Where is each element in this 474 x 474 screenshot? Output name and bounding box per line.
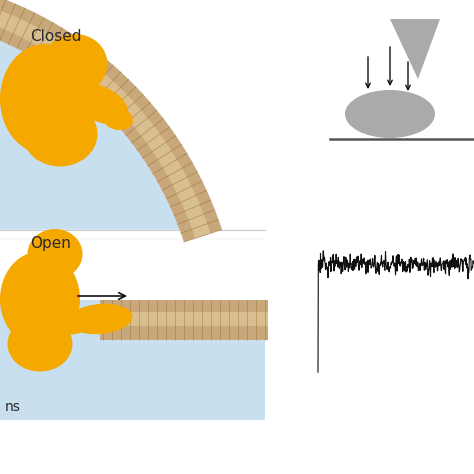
- Text: Open: Open: [30, 236, 71, 251]
- Bar: [100, 300, 268, 340]
- Ellipse shape: [345, 90, 435, 138]
- Ellipse shape: [22, 101, 98, 166]
- Ellipse shape: [103, 108, 133, 130]
- Ellipse shape: [0, 44, 90, 154]
- Polygon shape: [0, 300, 265, 420]
- Ellipse shape: [43, 34, 108, 94]
- Ellipse shape: [27, 229, 82, 279]
- Text: ns: ns: [5, 400, 21, 414]
- Bar: [100, 312, 268, 326]
- Ellipse shape: [50, 310, 90, 335]
- Polygon shape: [390, 19, 440, 79]
- Polygon shape: [0, 0, 222, 242]
- Ellipse shape: [0, 252, 80, 346]
- Polygon shape: [0, 3, 210, 238]
- Ellipse shape: [68, 304, 132, 334]
- Ellipse shape: [8, 317, 73, 372]
- Ellipse shape: [72, 84, 128, 124]
- Text: Closed: Closed: [30, 29, 82, 44]
- Polygon shape: [0, 0, 222, 230]
